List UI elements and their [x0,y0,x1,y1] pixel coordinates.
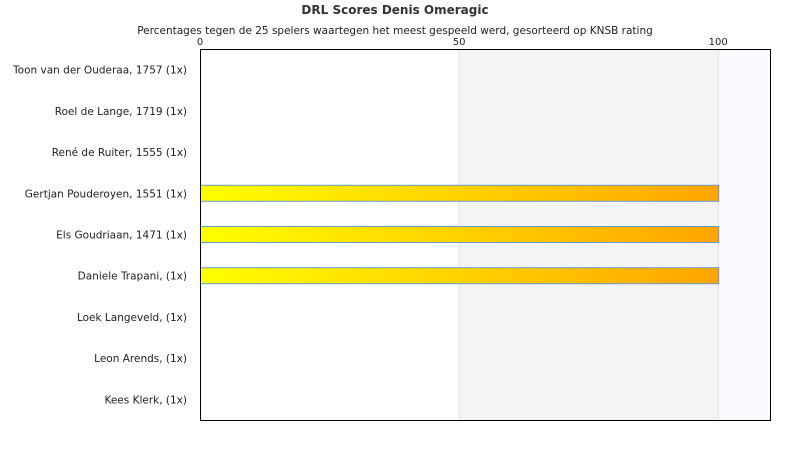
category-label-6: Loek Langeveld, (1x) [77,312,187,324]
category-label-0: Toon van der Ouderaa, 1757 (1x) [12,65,187,77]
x-tick-label-100: 100 [709,37,728,48]
x-axis-ticks: 0 50 100 [197,37,728,48]
bar-4 [200,226,720,243]
category-label-8: Kees Klerk, (1x) [104,394,187,406]
category-label-7: Leon Arends, (1x) [94,353,187,365]
chart-title: DRL Scores Denis Omeragic [301,3,489,17]
x-tick-label-50: 50 [453,37,466,48]
grid-band-100-plus [718,49,770,420]
plot-frame [200,49,771,421]
category-label-4: Els Goudriaan, 1471 (1x) [56,230,187,242]
category-label-2: René de Ruiter, 1555 (1x) [52,147,187,159]
bar-3 [200,184,720,202]
category-label-3: Gertjan Pouderoyen, 1551 (1x) [25,188,187,200]
chart-subtitle: Percentages tegen de 25 spelers waartege… [137,25,653,37]
category-label-1: Roel de Lange, 1719 (1x) [55,106,187,118]
bar-5 [200,267,720,285]
y-axis-labels: Toon van der Ouderaa, 1757 (1x) Roel de L… [12,65,187,407]
x-tick-label-0: 0 [197,37,203,48]
category-label-5: Daniele Trapani, (1x) [78,271,187,283]
bars [200,184,720,285]
